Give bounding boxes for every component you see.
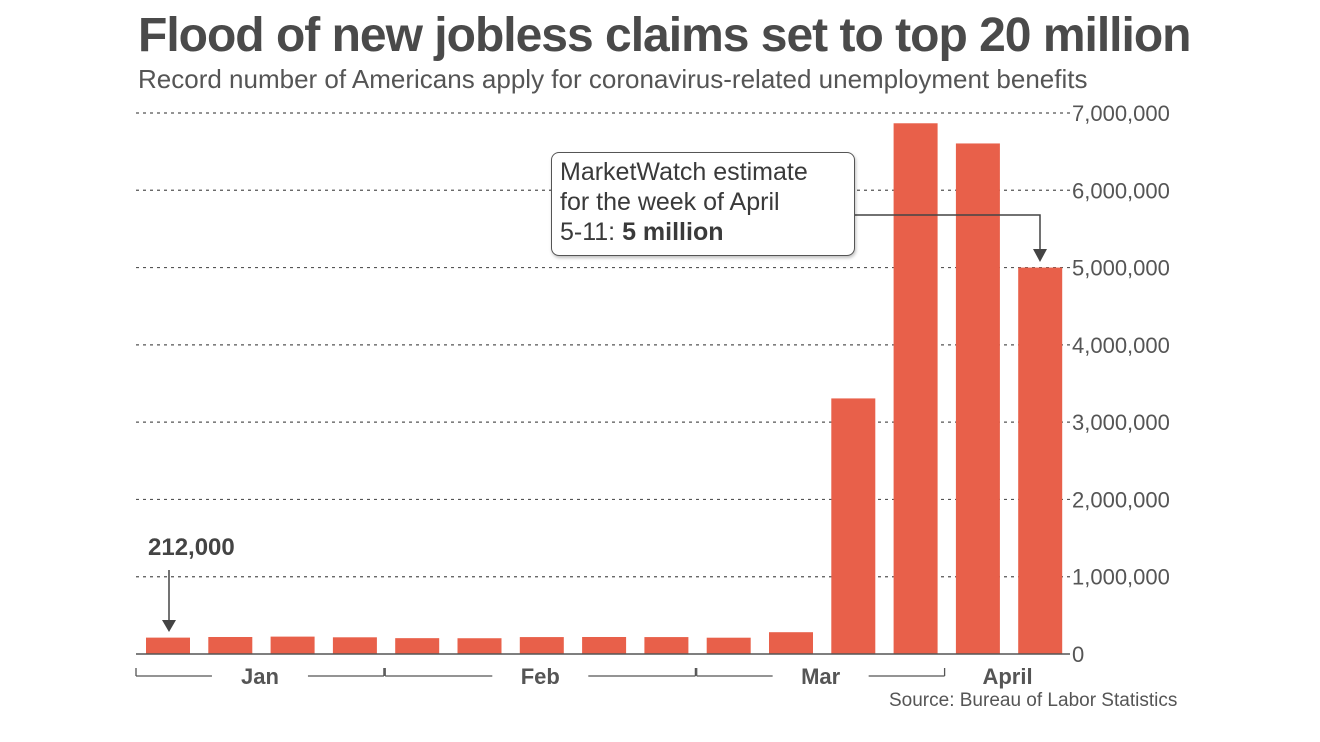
callout-line-3: 5-11: 5 million <box>560 217 846 247</box>
month-group: Feb <box>384 664 697 689</box>
y-tick-label: 5,000,000 <box>1072 256 1170 281</box>
y-tick-label: 0 <box>1072 642 1084 667</box>
callout-line-3-prefix: 5-11: <box>560 218 623 246</box>
y-tick-label: 3,000,000 <box>1072 410 1170 435</box>
bar <box>519 637 564 654</box>
bar <box>457 638 502 654</box>
bar <box>769 632 813 654</box>
month-group: Jan <box>135 664 385 689</box>
bar <box>831 398 876 654</box>
bar <box>644 637 689 654</box>
callout-line-2: for the week of April <box>560 188 780 216</box>
callout-line-1: MarketWatch estimate <box>560 158 808 186</box>
bar <box>270 636 315 654</box>
bar <box>332 637 377 654</box>
month-label: Feb <box>521 664 560 689</box>
bar <box>395 638 440 654</box>
bar <box>955 143 1000 655</box>
month-group: April <box>982 664 1032 689</box>
chart-subtitle: Record number of Americans apply for cor… <box>138 64 1088 94</box>
y-axis-ticks: 0 1,000,000 2,000,000 3,000,000 4,000,000 5,0… <box>1072 101 1170 667</box>
first-bar-annotation: 212,000 <box>148 534 235 632</box>
first-bar-value-label: 212,000 <box>148 534 235 561</box>
first-bar-arrow-head <box>162 620 176 632</box>
callout-estimate-value: 5 million <box>622 218 724 246</box>
bar <box>208 636 253 654</box>
bar <box>146 637 190 654</box>
month-group: Mar <box>696 664 946 689</box>
y-tick-label: 2,000,000 <box>1072 487 1170 512</box>
bar <box>893 123 938 655</box>
y-tick-label: 1,000,000 <box>1072 565 1170 590</box>
month-label: Jan <box>241 664 279 689</box>
bars <box>146 123 1063 655</box>
callout-arrow <box>855 214 1047 262</box>
month-label: Mar <box>801 664 841 689</box>
y-tick-label: 4,000,000 <box>1072 333 1170 358</box>
source-note: Source: Bureau of Labor Statistics <box>889 690 1178 711</box>
bar <box>706 637 751 654</box>
bar <box>582 636 627 654</box>
bar <box>1018 267 1063 654</box>
month-label: April <box>982 664 1032 689</box>
chart-title: Flood of new jobless claims set to top 2… <box>138 9 1191 62</box>
month-groups: Jan Feb Mar April <box>135 664 1033 689</box>
y-tick-label: 6,000,000 <box>1072 178 1170 203</box>
estimate-callout: MarketWatch estimate for the week of Apr… <box>551 152 855 256</box>
y-tick-label: 7,000,000 <box>1072 101 1170 126</box>
